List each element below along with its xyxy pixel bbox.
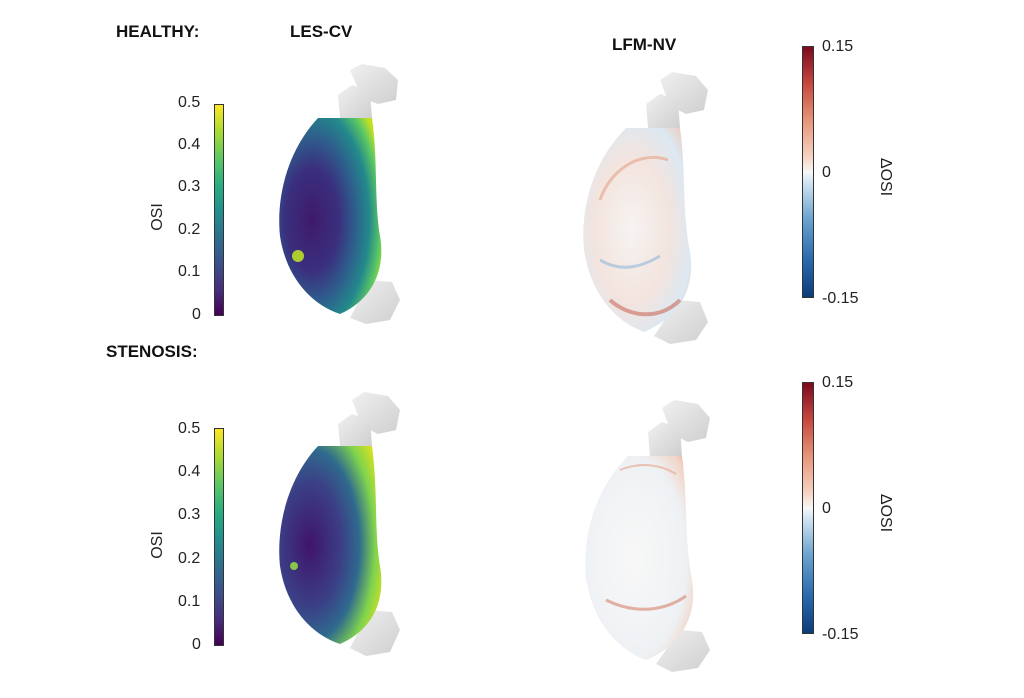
- row-label-healthy: HEALTHY:: [116, 22, 200, 41]
- osi-tick-label: 0.2: [178, 550, 201, 567]
- osi-tick-label: 0: [192, 636, 201, 653]
- delta-osi-colorbar-title: ΔOSI: [877, 157, 895, 197]
- delta-osi-tick-label: 0: [822, 500, 831, 517]
- column-header-lfm-nv: LFM-NV: [612, 35, 677, 54]
- osi-tick-label: 0.1: [178, 263, 201, 280]
- osi-tick-label: 0.4: [178, 136, 201, 153]
- osi-tick-label: 0.5: [178, 94, 201, 111]
- osi-tick-label: 0.5: [178, 420, 201, 437]
- delta-osi-tick-label: 0.15: [822, 374, 854, 391]
- delta-osi-tick-label: -0.15: [822, 290, 859, 307]
- osi-tick-label: 0.3: [178, 506, 201, 523]
- vessel-lfm-nv-stenosis: [585, 400, 710, 672]
- delta-osi-colorbar-bottom: [802, 382, 814, 634]
- column-header-les-cv: LES-CV: [290, 22, 353, 41]
- osi-colorbar-title: OSI: [148, 531, 166, 559]
- osi-tick-label: 0.4: [178, 463, 201, 480]
- osi-tick-label: 0.2: [178, 221, 201, 238]
- delta-osi-tick-label: -0.15: [822, 626, 859, 643]
- delta-osi-colorbar-top: [802, 46, 814, 298]
- osi-tick-label: 0.1: [178, 593, 201, 610]
- vessel-les-cv-healthy: [279, 64, 400, 324]
- delta-osi-tick-label: 0.15: [822, 38, 854, 55]
- osi-tick-label: 0: [192, 306, 201, 323]
- vessel-les-cv-stenosis: [279, 392, 400, 656]
- osi-colorbar-top: [214, 104, 224, 316]
- osi-tick-label: 0.3: [178, 178, 201, 195]
- vessel-lfm-nv-healthy: [583, 72, 708, 344]
- row-label-stenosis: STENOSIS:: [106, 342, 198, 361]
- delta-osi-tick-label: 0: [822, 164, 831, 181]
- osi-colorbar-title: OSI: [148, 203, 166, 231]
- delta-osi-colorbar-title: ΔOSI: [877, 493, 895, 533]
- osi-colorbar-bottom: [214, 428, 224, 646]
